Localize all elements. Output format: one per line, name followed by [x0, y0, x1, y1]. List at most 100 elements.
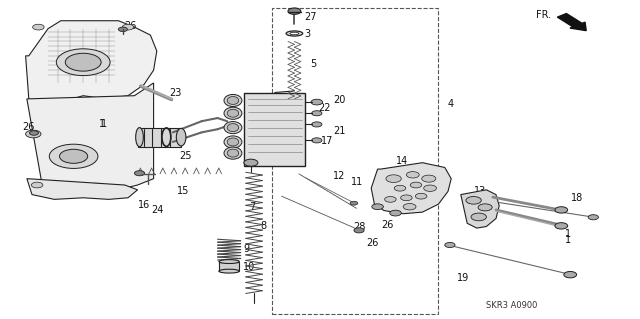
- Text: 7: 7: [250, 202, 256, 212]
- Text: 26: 26: [366, 238, 378, 248]
- Ellipse shape: [224, 94, 242, 107]
- Text: 1: 1: [564, 235, 571, 245]
- Circle shape: [555, 207, 568, 213]
- Text: 5: 5: [310, 59, 317, 70]
- Ellipse shape: [136, 128, 143, 147]
- Ellipse shape: [224, 147, 242, 159]
- Text: 4: 4: [448, 99, 454, 109]
- Circle shape: [312, 138, 322, 143]
- Circle shape: [466, 197, 481, 204]
- Text: 27: 27: [304, 11, 317, 22]
- Text: 12: 12: [333, 171, 345, 181]
- Text: 1: 1: [99, 119, 106, 129]
- Text: 17: 17: [321, 136, 333, 146]
- Text: 11: 11: [351, 177, 363, 188]
- Circle shape: [588, 215, 598, 220]
- Text: 21: 21: [333, 126, 345, 137]
- Circle shape: [49, 144, 98, 168]
- Circle shape: [406, 172, 419, 178]
- Ellipse shape: [227, 123, 239, 132]
- Polygon shape: [27, 179, 138, 199]
- Circle shape: [372, 204, 383, 210]
- Circle shape: [122, 24, 134, 30]
- Ellipse shape: [227, 109, 239, 117]
- Text: 23: 23: [170, 87, 182, 98]
- Text: 14: 14: [396, 156, 408, 166]
- Circle shape: [350, 201, 358, 205]
- Text: 10: 10: [243, 262, 255, 272]
- Text: 6: 6: [255, 158, 261, 168]
- Ellipse shape: [176, 128, 186, 146]
- Ellipse shape: [290, 32, 299, 35]
- Circle shape: [65, 53, 101, 71]
- Text: 2: 2: [152, 134, 159, 145]
- Polygon shape: [26, 21, 157, 108]
- Circle shape: [564, 271, 577, 278]
- Text: 3: 3: [304, 29, 310, 40]
- FancyArrow shape: [557, 13, 586, 31]
- Circle shape: [60, 149, 88, 163]
- Circle shape: [33, 24, 44, 30]
- Text: 8: 8: [260, 221, 267, 232]
- Ellipse shape: [227, 96, 239, 105]
- Circle shape: [410, 182, 422, 188]
- Circle shape: [385, 197, 396, 202]
- Bar: [244, 93, 305, 166]
- Polygon shape: [461, 190, 499, 228]
- Circle shape: [386, 175, 401, 182]
- Bar: [219, 262, 239, 271]
- Circle shape: [312, 111, 322, 116]
- Circle shape: [56, 49, 110, 76]
- Circle shape: [422, 175, 436, 182]
- Ellipse shape: [219, 269, 239, 273]
- Text: 24: 24: [151, 205, 163, 215]
- Circle shape: [390, 210, 401, 216]
- Circle shape: [555, 223, 568, 229]
- Text: 25: 25: [179, 151, 192, 161]
- Circle shape: [312, 122, 322, 127]
- Text: 1: 1: [564, 229, 571, 240]
- Ellipse shape: [227, 149, 239, 157]
- Circle shape: [311, 99, 323, 105]
- Circle shape: [471, 213, 486, 221]
- Text: 28: 28: [353, 222, 365, 232]
- Text: 20: 20: [333, 94, 345, 105]
- Circle shape: [415, 193, 427, 199]
- Ellipse shape: [224, 136, 242, 148]
- Circle shape: [403, 204, 416, 210]
- Text: 22: 22: [319, 103, 332, 113]
- Polygon shape: [27, 83, 154, 188]
- Circle shape: [244, 159, 258, 166]
- Ellipse shape: [224, 107, 242, 119]
- Text: 1: 1: [100, 119, 107, 129]
- Circle shape: [134, 171, 145, 176]
- Circle shape: [394, 185, 406, 191]
- Text: 13: 13: [474, 186, 486, 196]
- Bar: [138, 128, 181, 147]
- Text: 15: 15: [177, 186, 189, 196]
- Circle shape: [354, 228, 364, 233]
- Ellipse shape: [286, 31, 303, 36]
- Circle shape: [478, 204, 492, 211]
- Text: 26: 26: [22, 122, 35, 132]
- Circle shape: [424, 185, 436, 191]
- Text: 26: 26: [124, 21, 136, 31]
- Circle shape: [29, 131, 38, 135]
- Text: 18: 18: [571, 193, 583, 204]
- Text: 16: 16: [138, 200, 150, 210]
- Text: 9: 9: [243, 244, 250, 255]
- Circle shape: [445, 242, 455, 248]
- Circle shape: [31, 182, 43, 188]
- Text: SKR3 A0900: SKR3 A0900: [486, 301, 538, 310]
- Circle shape: [118, 27, 127, 32]
- Text: 19: 19: [457, 272, 469, 283]
- Text: FR.: FR.: [536, 10, 552, 20]
- Ellipse shape: [224, 122, 242, 134]
- Polygon shape: [371, 163, 451, 214]
- Ellipse shape: [227, 138, 239, 146]
- Ellipse shape: [219, 260, 239, 263]
- Circle shape: [26, 130, 41, 138]
- Circle shape: [288, 8, 301, 14]
- Bar: [272, 8, 438, 314]
- Text: 26: 26: [381, 220, 393, 230]
